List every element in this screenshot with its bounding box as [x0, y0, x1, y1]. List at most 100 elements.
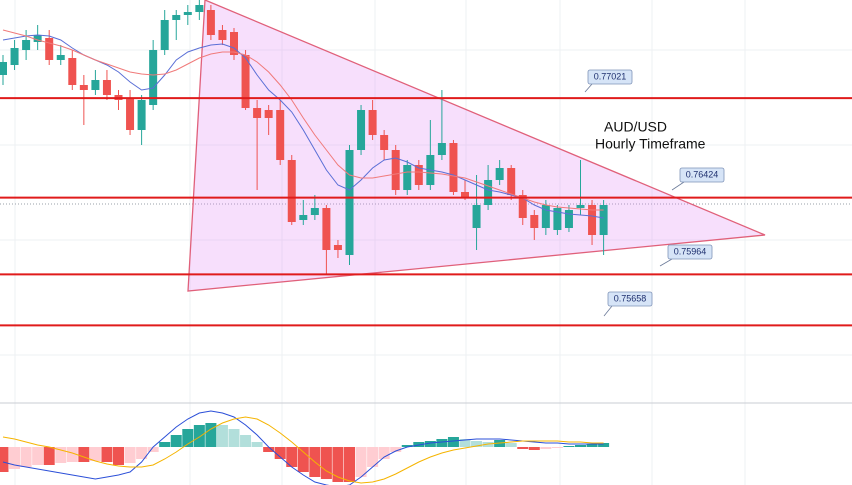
histogram-bar	[240, 435, 252, 447]
candle-body	[333, 245, 342, 250]
histogram-bar	[228, 429, 240, 447]
histogram-bar	[43, 447, 55, 465]
candle-body	[45, 38, 54, 60]
signal-line	[2, 416, 604, 484]
histogram-bar	[332, 447, 344, 482]
annotation: AUD/USD	[604, 119, 667, 135]
candle-body	[241, 55, 250, 108]
candle-body	[322, 208, 331, 250]
histogram-bar	[9, 447, 21, 469]
histogram-bar	[367, 447, 379, 467]
histogram-bar	[205, 423, 217, 447]
candle-body	[380, 135, 389, 150]
histogram-bar	[136, 447, 148, 459]
histogram-bar	[101, 447, 113, 462]
candle-body	[368, 110, 377, 135]
candle-body	[599, 205, 608, 235]
histogram-bar	[459, 439, 471, 447]
candle-body	[461, 192, 469, 198]
histogram-bar	[216, 425, 228, 447]
histogram-bar	[251, 442, 263, 447]
histogram-bar	[263, 447, 275, 452]
candle-body	[299, 215, 308, 220]
histogram-bar	[124, 447, 136, 463]
histogram-bar	[89, 447, 101, 461]
candle-body	[495, 168, 504, 180]
histogram-bar	[447, 437, 459, 447]
histogram-bar	[355, 447, 367, 477]
candle-body	[564, 210, 573, 228]
candle-body	[79, 85, 88, 90]
histogram-bar	[193, 425, 205, 447]
candle-body	[206, 10, 215, 35]
histogram-bar	[505, 443, 517, 447]
histogram-bar	[424, 441, 436, 447]
macd-panel	[0, 410, 610, 485]
candle-body	[172, 15, 181, 20]
level-label: 0.76424	[686, 169, 719, 179]
candle-body	[437, 143, 446, 155]
candle-body	[253, 108, 262, 118]
histogram-bar	[563, 446, 575, 447]
candle-body	[287, 160, 296, 222]
candle-body	[10, 48, 19, 65]
histogram-bar	[32, 447, 44, 465]
candle-body	[230, 32, 238, 55]
histogram-bar	[159, 442, 171, 447]
triangle-pattern	[187, 0, 766, 292]
level-label: 0.75658	[614, 293, 647, 303]
candle-body	[218, 30, 227, 40]
candle-body	[518, 195, 527, 218]
candle-body	[33, 35, 42, 42]
price-panel: 0.77021 0.76424 0.75964 0.75658	[0, 0, 852, 327]
candle-body	[195, 5, 204, 12]
candle-body	[0, 62, 7, 75]
label-leader	[603, 305, 613, 317]
macd-line	[2, 410, 604, 485]
histogram-bar	[471, 441, 483, 447]
level-label-box	[667, 244, 713, 260]
candle-body	[449, 143, 458, 192]
histogram-bar	[297, 447, 309, 472]
candle-body	[530, 215, 539, 228]
candle-body	[264, 110, 273, 118]
candle-body	[22, 40, 31, 50]
candle-body	[403, 165, 412, 190]
histogram-bar	[286, 447, 298, 467]
moving-average	[2, 34, 604, 219]
histogram-bar	[113, 447, 124, 465]
level-label: 0.77021	[594, 71, 627, 81]
candle-body	[160, 20, 169, 50]
histogram-bar	[598, 443, 610, 447]
histogram-bar	[20, 447, 32, 467]
annotation: Hourly Timeframe	[595, 136, 706, 152]
level-label-box	[679, 167, 725, 183]
histogram-bar	[55, 447, 67, 463]
candle-body	[126, 98, 135, 130]
histogram-bar	[528, 447, 540, 450]
histogram-bar	[517, 447, 529, 449]
candle-body	[68, 58, 77, 85]
histogram-bar	[274, 447, 286, 459]
level-label-box	[607, 291, 653, 307]
candle-body	[310, 208, 319, 215]
histogram-bar	[540, 447, 552, 449]
moving-average	[2, 29, 604, 211]
level-label: 0.75964	[674, 246, 707, 256]
histogram-bar	[182, 429, 194, 447]
candle-body	[183, 12, 192, 15]
histogram-bar	[378, 447, 390, 459]
candle-body	[357, 110, 366, 150]
candle-body	[276, 110, 285, 160]
candle-body	[576, 205, 585, 208]
label-leader	[584, 83, 593, 93]
histogram-bar	[0, 447, 9, 472]
histogram-bar	[66, 447, 78, 462]
histogram-bar	[147, 447, 159, 452]
candle-body	[507, 168, 516, 195]
candle-body	[102, 80, 111, 95]
candle-body	[91, 80, 100, 90]
candle-body	[56, 55, 65, 60]
